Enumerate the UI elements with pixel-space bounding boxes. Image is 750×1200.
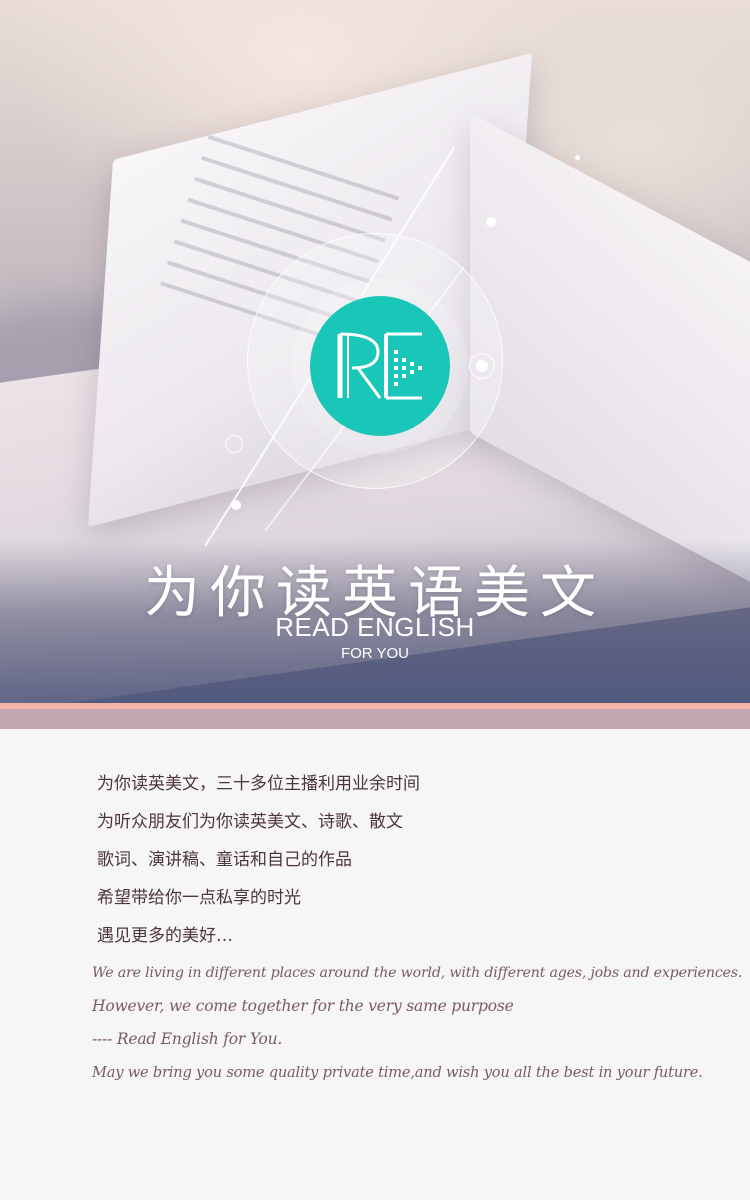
- intro-en-line: We are living in different places around…: [92, 965, 743, 981]
- decor-ring-dot: [225, 435, 243, 453]
- intro-section: 为你读英美文，三十多位主播利用业余时间 为听众朋友们为你读英美文、诗歌、散文 歌…: [0, 729, 750, 1200]
- intro-en-line: May we bring you some quality private ti…: [92, 1064, 703, 1081]
- hero-title-cn: 为你读英语美文: [144, 561, 606, 626]
- hero-title-en: READ ENGLISH: [275, 612, 475, 642]
- divider-stripe-salmon: [0, 703, 750, 709]
- intro-cn-line: 为你读英美文，三十多位主播利用业余时间: [97, 774, 420, 794]
- intro-cn-line: 遇见更多的美好…: [97, 926, 233, 946]
- intro-en-block: We are living in different places around…: [92, 957, 743, 1089]
- decor-dot: [231, 500, 241, 510]
- decor-dot: [575, 155, 580, 160]
- intro-cn-line: 希望带给你一点私享的时光: [97, 888, 301, 908]
- hero-subtitle-en: FOR YOU: [340, 645, 410, 662]
- divider-stripe-mauve: [0, 709, 750, 729]
- decor-ring-dot: [469, 353, 495, 379]
- intro-cn-line: 为听众朋友们为你读英美文、诗歌、散文: [97, 812, 403, 832]
- intro-cn-line: 歌词、演讲稿、童话和自己的作品: [97, 850, 352, 870]
- logo-re-mark: [337, 332, 422, 400]
- hero-banner: 为你读英语美文 READ ENGLISH FOR YOU: [0, 0, 750, 704]
- grass-foreground: [0, 540, 750, 704]
- decor-dot: [476, 360, 488, 372]
- logo-badge: [310, 296, 450, 436]
- logo-ring: [247, 233, 503, 489]
- intro-en-line: However, we come together for the very s…: [92, 997, 514, 1015]
- decor-dot: [486, 217, 496, 227]
- intro-en-line: ---- Read English for You.: [92, 1030, 283, 1048]
- intro-cn-block: 为你读英美文，三十多位主播利用业余时间 为听众朋友们为你读英美文、诗歌、散文 歌…: [97, 765, 420, 955]
